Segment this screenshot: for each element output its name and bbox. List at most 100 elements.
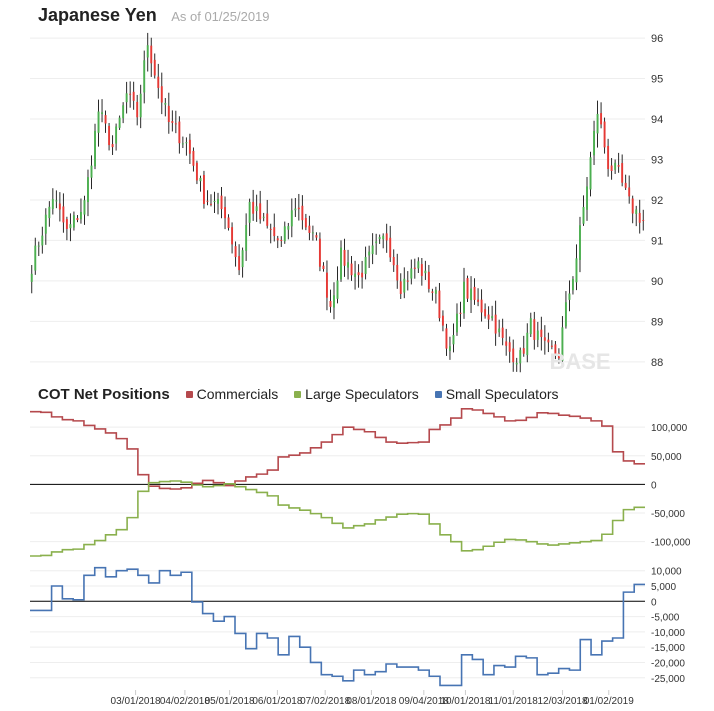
candle-body <box>628 187 631 197</box>
candle-body <box>368 251 371 256</box>
candle-body <box>325 272 328 298</box>
series-line-large-speculators <box>30 480 645 557</box>
candle-body <box>406 280 409 282</box>
price-y-tick-label: 90 <box>651 276 663 288</box>
legend-swatch-commercials <box>185 390 193 398</box>
candle-body <box>217 198 219 204</box>
candle-body <box>104 115 107 124</box>
candle-body <box>473 286 476 300</box>
legend-small-speculators[interactable]: Small Speculators <box>434 386 559 402</box>
chart-title: Japanese Yen <box>38 5 157 25</box>
candle-body <box>600 113 603 125</box>
candle-body <box>505 341 508 346</box>
cot-y-tick-label: 0 <box>651 480 657 491</box>
x-tick-label: 07/02/2018 <box>300 696 350 707</box>
cot-y-tick-label: -100,000 <box>651 538 691 549</box>
candle-body <box>522 348 525 354</box>
candle-body <box>129 93 132 95</box>
candle-body <box>55 200 58 202</box>
series-line-commercials <box>30 408 645 490</box>
candle-body <box>322 265 325 270</box>
candle-body <box>37 245 40 247</box>
candle-body <box>111 144 114 148</box>
candle-body <box>115 126 118 144</box>
candle-body <box>94 130 96 167</box>
candle-body <box>557 352 560 359</box>
candle-body <box>164 102 167 105</box>
small-spec-y-tick-label: 10,000 <box>651 567 682 578</box>
candle-body <box>213 201 216 203</box>
price-y-tick-label: 96 <box>651 33 663 45</box>
candle-body <box>101 112 104 115</box>
x-tick-label: 09/04/2018 <box>399 696 449 707</box>
candle-body <box>575 258 578 283</box>
candle-body <box>498 328 501 333</box>
candle-body <box>543 337 546 341</box>
candle-body <box>403 278 406 293</box>
candle-body <box>350 263 353 276</box>
candle-body <box>269 228 272 230</box>
candle-body <box>248 201 251 223</box>
legend-large-speculators[interactable]: Large Speculators <box>294 386 419 402</box>
legend-swatch-small-speculators <box>434 390 442 398</box>
candle-body <box>610 165 613 172</box>
candle-body <box>582 206 585 224</box>
candle-body <box>185 142 188 144</box>
candle-body <box>276 238 279 241</box>
candle-body <box>273 227 276 237</box>
x-tick-label: 12/03/2018 <box>538 696 588 707</box>
candle-body <box>72 215 75 228</box>
legend-label-commercials: Commercials <box>196 386 279 402</box>
candle-body <box>410 268 413 279</box>
price-y-tick-label: 91 <box>651 235 663 247</box>
price-y-tick-label: 94 <box>651 114 663 126</box>
candle-body <box>241 250 244 268</box>
candle-body <box>171 121 174 123</box>
price-y-tick-label: 92 <box>651 195 663 207</box>
candle-body <box>375 241 378 244</box>
price-y-tick-label: 93 <box>651 154 663 166</box>
candle-body <box>466 278 469 299</box>
x-tick-label: 03/01/2018 <box>111 696 161 707</box>
candle-body <box>434 289 437 294</box>
candle-body <box>536 330 539 340</box>
small-spec-y-tick-label: -5,000 <box>651 613 680 624</box>
candle-body <box>357 272 360 276</box>
candle-body <box>153 59 156 76</box>
candle-body <box>603 121 606 148</box>
legend-label-small-speculators: Small Speculators <box>445 386 559 402</box>
candle-body <box>456 313 458 333</box>
candle-body <box>174 123 177 125</box>
candle-body <box>136 101 139 118</box>
x-tick-label: 01/02/2019 <box>584 696 634 707</box>
candle-body <box>392 256 395 266</box>
legend-label-large-speculators: Large Speculators <box>305 386 419 402</box>
x-tick-label: 11/01/2018 <box>489 696 539 707</box>
candle-body <box>340 247 342 280</box>
candle-body <box>427 271 430 289</box>
x-tick-label: 05/01/2018 <box>205 696 255 707</box>
candle-body <box>564 302 567 327</box>
candle-body <box>378 237 381 240</box>
series-line-small-speculators <box>30 566 645 687</box>
price-panel: 88 89 90 91 92 93 94 95 96 <box>30 32 663 373</box>
price-y-tick-label: 88 <box>651 357 663 369</box>
candle-body <box>231 227 234 245</box>
cot-net-panel: 100,000 50,000 0 -50,000 -100,000 <box>30 408 691 557</box>
candle-body <box>308 225 311 233</box>
candle-body <box>484 309 487 317</box>
candle-body <box>635 209 638 214</box>
small-spec-y-tick-label: 0 <box>651 597 657 608</box>
candle-body <box>160 86 163 103</box>
candle-body <box>294 208 297 211</box>
candle-body <box>34 245 37 271</box>
candle-body <box>108 125 111 146</box>
legend-commercials[interactable]: Commercials <box>185 386 279 402</box>
candle-body <box>76 218 79 221</box>
small-spec-y-tick-label: -10,000 <box>651 628 685 639</box>
candle-body <box>44 214 47 234</box>
candle-body <box>554 344 557 355</box>
candle-body <box>586 186 588 210</box>
candle-body <box>65 219 68 229</box>
candle-body <box>361 272 364 278</box>
